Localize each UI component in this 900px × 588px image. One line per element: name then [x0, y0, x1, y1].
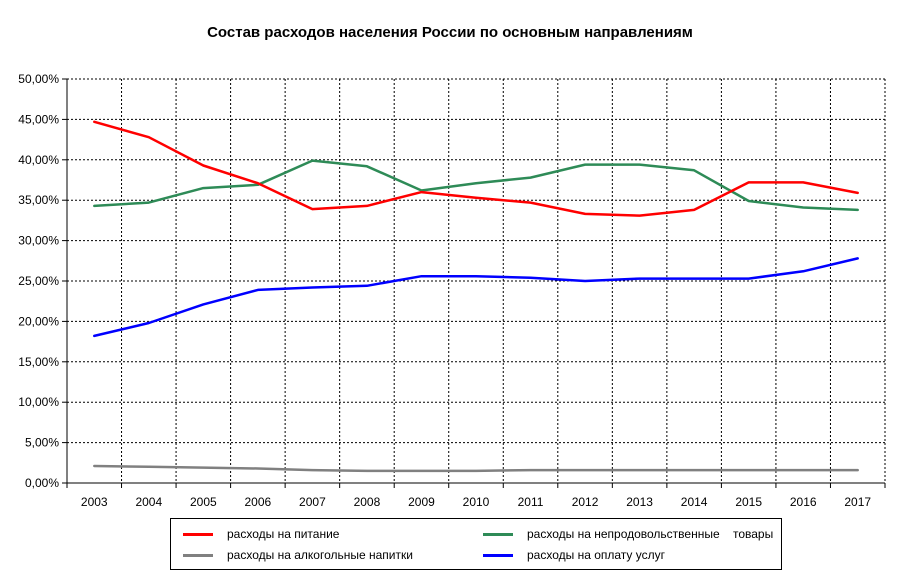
line-chart: 0,00% 5,00% 10,00% 15,00% 20,00% 25,00% 30,00%… [18, 72, 886, 509]
x-tick-label: 2004 [135, 495, 162, 509]
x-tick-label: 2006 [245, 495, 272, 509]
y-tick-labels: 0,00% 5,00% 10,00% 15,00% 20,00% 25,00% 30,00%… [18, 72, 59, 490]
legend-label-food: расходы на питание [227, 527, 340, 541]
y-tick-label: 15,00% [18, 355, 59, 369]
x-tick-label: 2017 [844, 495, 871, 509]
series-lines [93, 120, 859, 473]
x-tick-label: 2012 [572, 495, 599, 509]
x-tick-label: 2016 [790, 495, 817, 509]
x-tick-label: 2014 [681, 495, 708, 509]
y-tick-label: 10,00% [18, 395, 59, 409]
legend-item-alcohol: расходы на алкогольные напитки [183, 545, 413, 565]
x-tick-label: 2015 [735, 495, 762, 509]
y-tick-label: 20,00% [18, 314, 59, 328]
legend-item-food: расходы на питание [183, 524, 339, 544]
legend: расходы на питание расходы на непродовол… [170, 518, 782, 570]
x-tick-label: 2011 [518, 495, 544, 509]
series-line-services [93, 257, 859, 338]
grid-lines [67, 78, 886, 483]
legend-swatch-alcohol [183, 553, 213, 557]
legend-swatch-services [483, 553, 513, 557]
legend-label-alcohol: расходы на алкогольные напитки [227, 548, 413, 562]
y-tick-label: 0,00% [25, 476, 59, 490]
legend-item-nonfood: расходы на непродовольственные товары [483, 524, 773, 544]
x-tick-label: 2005 [190, 495, 217, 509]
x-tick-label: 2007 [299, 495, 326, 509]
x-tick-label: 2009 [408, 495, 435, 509]
x-tick-label: 2010 [463, 495, 490, 509]
legend-swatch-nonfood [483, 532, 513, 536]
series-line-alcohol [93, 464, 859, 473]
y-tick-label: 35,00% [18, 193, 59, 207]
series-line-food [93, 120, 859, 217]
y-tick-label: 40,00% [18, 153, 59, 167]
legend-item-services: расходы на оплату услуг [483, 545, 665, 565]
x-tick-label: 2013 [626, 495, 653, 509]
x-tick-label: 2008 [354, 495, 381, 509]
legend-swatch-food [183, 532, 213, 536]
y-tick-label: 25,00% [18, 274, 59, 288]
x-tick-label: 2003 [81, 495, 108, 509]
legend-label-services: расходы на оплату услуг [527, 548, 666, 562]
chart-title: Состав расходов населения России по осно… [207, 24, 693, 41]
x-tick-labels: 2003 2004 2005 2006 2007 2008 2009 2010 2011 2012… [81, 495, 871, 509]
y-tick-label: 50,00% [18, 72, 59, 86]
axes [62, 78, 886, 488]
y-tick-label: 5,00% [25, 436, 59, 450]
legend-label-nonfood: расходы на непродовольственные товары [527, 527, 774, 541]
y-tick-label: 45,00% [18, 112, 59, 126]
y-tick-label: 30,00% [18, 234, 59, 248]
